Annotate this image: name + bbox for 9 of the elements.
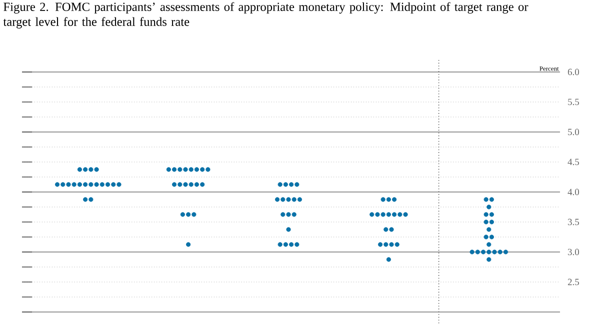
y-tick-label: 6.0 — [568, 68, 580, 76]
y-tick-label: 5.0 — [568, 128, 580, 136]
y-tick-label: 4.0 — [568, 188, 580, 196]
y-tick-label: 3.0 — [568, 248, 580, 256]
y-tick-label: 2.5 — [568, 278, 579, 286]
y-tick-label: 3.5 — [568, 218, 579, 226]
y-tick-label: 4.5 — [568, 158, 579, 166]
y-tick-label: 5.5 — [568, 98, 579, 106]
chart-title: Figure 2. FOMC participants’ assessments of appropriate monetary policy: Midpoint of target range or target level for the federal funds rate — [3, 2, 528, 29]
